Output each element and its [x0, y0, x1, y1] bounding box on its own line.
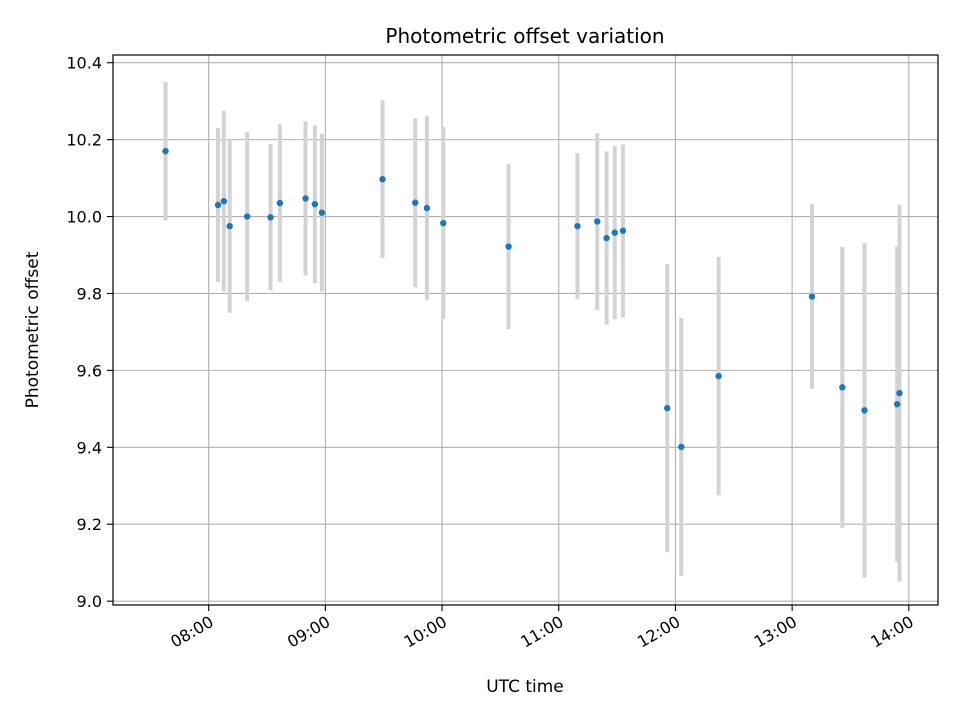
data-point: [267, 214, 274, 221]
y-tick-label: 9.6: [77, 361, 102, 380]
y-axis-label: Photometric offset: [23, 251, 43, 408]
chart-title: Photometric offset variation: [385, 24, 664, 48]
plot-area: [113, 55, 938, 605]
data-point: [423, 204, 431, 212]
y-tick-label: 9.2: [77, 515, 102, 534]
y-tick-label: 9.4: [77, 438, 102, 457]
data-point: [226, 222, 233, 230]
y-axis-ticks: 9.0 9.2 9.4 9.6 9.8 10.0 10.2 10.4: [66, 54, 113, 611]
data-point: [318, 209, 326, 216]
plot-frame: [112, 54, 939, 606]
data-point: [243, 213, 251, 220]
data-point: [574, 222, 581, 230]
data-point: [505, 243, 512, 250]
data-point: [611, 229, 618, 236]
x-axis-label: UTC time: [486, 677, 564, 697]
data-point: [603, 234, 610, 242]
data-point: [276, 199, 284, 207]
y-tick-label: 10.2: [66, 131, 102, 150]
data-point: [678, 443, 685, 451]
data-point: [893, 401, 901, 408]
y-tick-label: 9.0: [77, 592, 102, 611]
data-point: [839, 384, 846, 391]
y-tick-label: 10.0: [66, 208, 102, 227]
grid-lines: [113, 55, 938, 605]
data-point: [594, 218, 601, 225]
data-point: [214, 201, 222, 209]
data-point: [808, 293, 816, 300]
y-tick-label: 10.4: [66, 54, 102, 73]
data-point: [220, 197, 228, 205]
data-point: [412, 199, 419, 206]
data-point: [311, 201, 319, 208]
data-point: [896, 389, 903, 397]
data-point: [379, 176, 386, 183]
data-point: [302, 195, 309, 202]
data-point: [619, 227, 627, 234]
y-tick-label: 9.8: [77, 284, 102, 303]
data-point: [664, 404, 671, 412]
data-points: [162, 147, 903, 451]
data-point: [861, 407, 868, 414]
data-point: [715, 372, 722, 380]
data-point: [440, 219, 447, 227]
data-point: [162, 147, 169, 155]
